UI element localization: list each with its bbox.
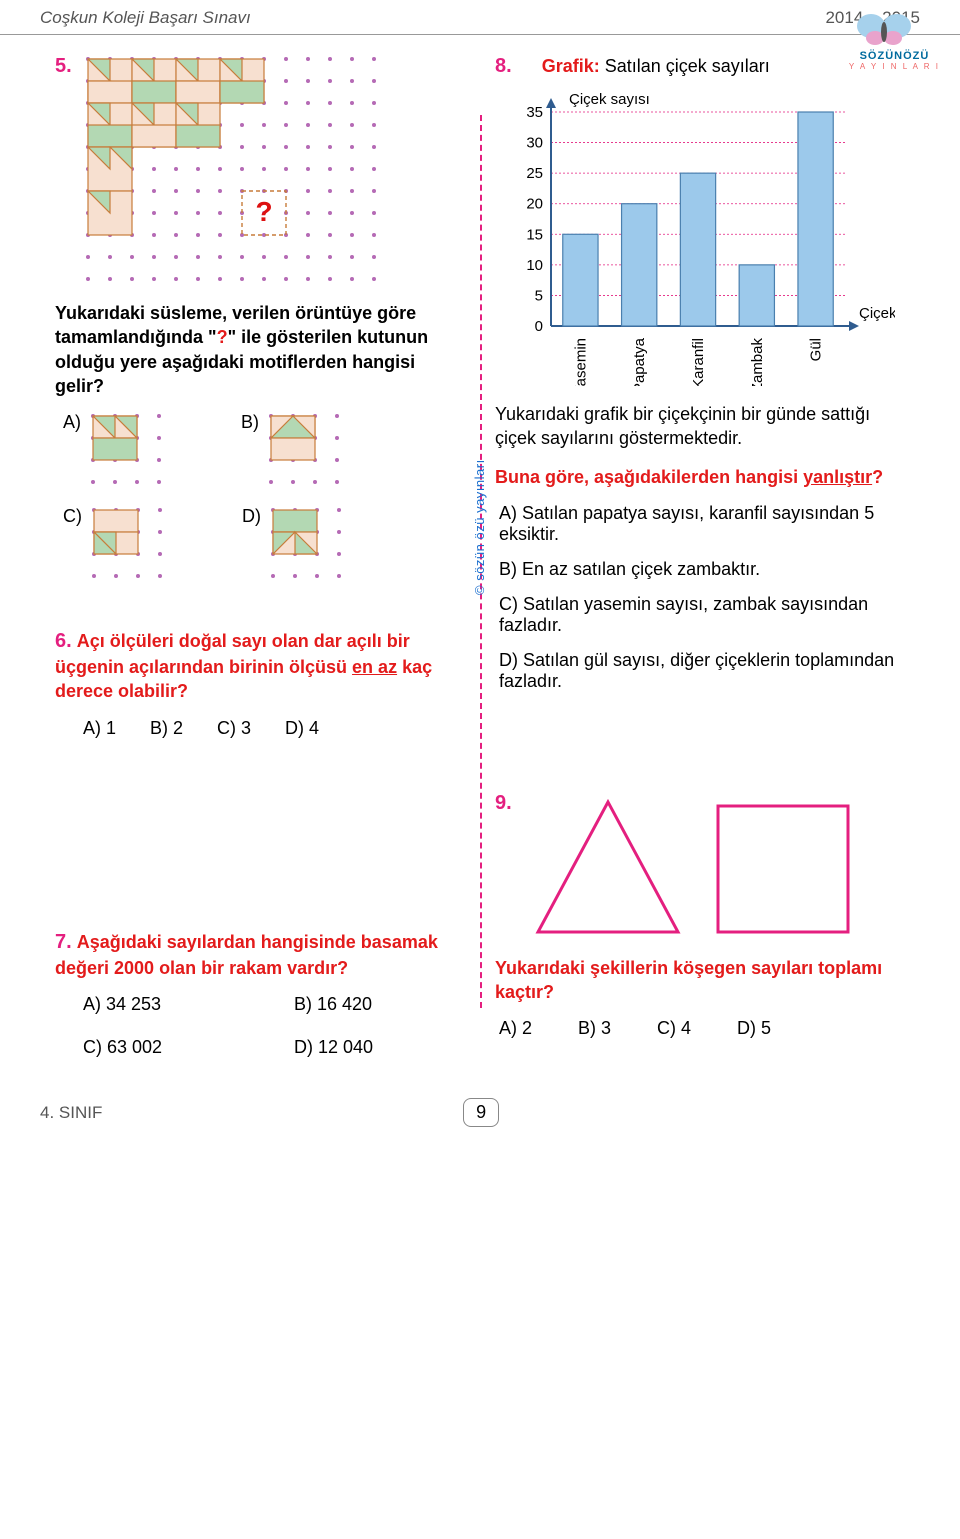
q5-number: 5.	[55, 55, 72, 78]
svg-text:35: 35	[526, 104, 543, 121]
svg-text:Gül: Gül	[808, 338, 825, 361]
q8-options: A) Satılan papatya sayısı, karanfil sayı…	[499, 503, 905, 692]
q8-question: Buna göre, aşağıdakilerden hangisi yanlı…	[495, 465, 905, 489]
right-column: 8. Grafik: Satılan çiçek sayıları Çiçek …	[480, 55, 920, 1058]
q5-opt-a-tile	[89, 412, 161, 484]
q5-options-row2: C) D)	[63, 506, 465, 578]
q8-body: Yukarıdaki grafik bir çiçekçinin bir gün…	[495, 402, 905, 451]
q6-opt-d: D) 4	[285, 718, 319, 739]
svg-text:Papatya: Papatya	[631, 337, 648, 386]
q8-bar-chart: Çiçek sayısı 0 5 10 15 20 25 30 35 Çiçek Yasemin Pa…	[495, 86, 895, 386]
q8-opt-d: D) Satılan gül sayısı, diğer çiçeklerin …	[499, 650, 905, 692]
q7-opt-a: A) 34 253	[83, 994, 254, 1015]
q7-opt-d: D) 12 040	[294, 1037, 465, 1058]
svg-text:Karanfil: Karanfil	[690, 338, 707, 386]
q5-opt-a-label: A)	[63, 412, 81, 433]
q8-title: 8. Grafik: Satılan çiçek sayıları	[495, 55, 905, 78]
q9-opt-c: C) 4	[657, 1018, 691, 1039]
svg-text:25: 25	[526, 165, 543, 182]
q9-opt-d: D) 5	[737, 1018, 771, 1039]
q6-opt-b: B) 2	[150, 718, 183, 739]
q5-options-row1: A) B)	[63, 412, 465, 484]
q6-text: 6. Açı ölçüleri doğal sayı olan dar açıl…	[55, 628, 465, 704]
svg-text:30: 30	[526, 135, 543, 152]
q8-opt-a: A) Satılan papatya sayısı, karanfil sayı…	[499, 503, 905, 545]
q6-opt-c: C) 3	[217, 718, 251, 739]
page-number: 9	[463, 1098, 499, 1127]
question-5: 5. ? Yukarıdaki süsleme, verilen örüntüy…	[55, 55, 465, 578]
q5-opt-b-label: B)	[241, 412, 259, 433]
page-footer: 4. SINIF 9	[0, 1088, 960, 1157]
q9-text: Yukarıdaki şekillerin köşegen sayıları t…	[495, 956, 905, 1005]
svg-text:Zambak: Zambak	[749, 338, 766, 386]
q9-opt-a: A) 2	[499, 1018, 532, 1039]
question-7: 7. Aşağıdaki sayılardan hangisinde basam…	[55, 929, 465, 1058]
q8-opt-c: C) Satılan yasemin sayısı, zambak sayısı…	[499, 594, 905, 636]
page-header: Coşkun Koleji Başarı Sınavı 2014 – 2015	[0, 0, 960, 35]
q6-options: A) 1 B) 2 C) 3 D) 4	[83, 718, 465, 739]
q5-text: Yukarıdaki süsleme, verilen örüntüye gör…	[55, 301, 465, 398]
q9-options: A) 2 B) 3 C) 4 D) 5	[499, 1018, 905, 1039]
question-8: 8. Grafik: Satılan çiçek sayıları Çiçek …	[495, 55, 905, 692]
svg-text:15: 15	[526, 226, 543, 243]
left-column: 5. ? Yukarıdaki süsleme, verilen örüntüy…	[40, 55, 480, 1058]
svg-text:?: ?	[255, 196, 272, 227]
q5-opt-d-tile	[269, 506, 341, 578]
q7-opt-b: B) 16 420	[294, 994, 465, 1015]
q5-opt-d-label: D)	[242, 506, 261, 527]
q5-pattern-grid: ?	[84, 55, 384, 287]
copyright-text: © sözün özü yayınları	[472, 459, 487, 595]
svg-text:0: 0	[535, 318, 543, 335]
q5-opt-c-tile	[90, 506, 162, 578]
q8-opt-b: B) En az satılan çiçek zambaktır.	[499, 559, 905, 580]
svg-text:Yasemin: Yasemin	[572, 338, 589, 386]
svg-text:10: 10	[526, 257, 543, 274]
svg-text:5: 5	[535, 287, 543, 304]
q9-opt-b: B) 3	[578, 1018, 611, 1039]
q9-number: 9.	[495, 792, 512, 815]
q7-text: 7. Aşağıdaki sayılardan hangisinde basam…	[55, 929, 465, 980]
exam-name: Coşkun Koleji Başarı Sınavı	[40, 8, 251, 28]
svg-text:20: 20	[526, 196, 543, 213]
svg-text:Çiçek sayısı: Çiçek sayısı	[569, 91, 650, 108]
question-6: 6. Açı ölçüleri doğal sayı olan dar açıl…	[55, 628, 465, 739]
q7-options: A) 34 253 B) 16 420 C) 63 002 D) 12 040	[83, 994, 465, 1058]
q6-opt-a: A) 1	[83, 718, 116, 739]
grade-label: 4. SINIF	[40, 1103, 102, 1123]
question-9: 9. Yukarıdaki şekillerin köşegen sayılar…	[495, 792, 905, 1040]
q5-opt-c-label: C)	[63, 506, 82, 527]
q9-shapes	[528, 792, 868, 942]
q5-opt-b-tile	[267, 412, 339, 484]
q7-opt-c: C) 63 002	[83, 1037, 254, 1058]
svg-text:Çiçek: Çiçek	[859, 305, 895, 322]
